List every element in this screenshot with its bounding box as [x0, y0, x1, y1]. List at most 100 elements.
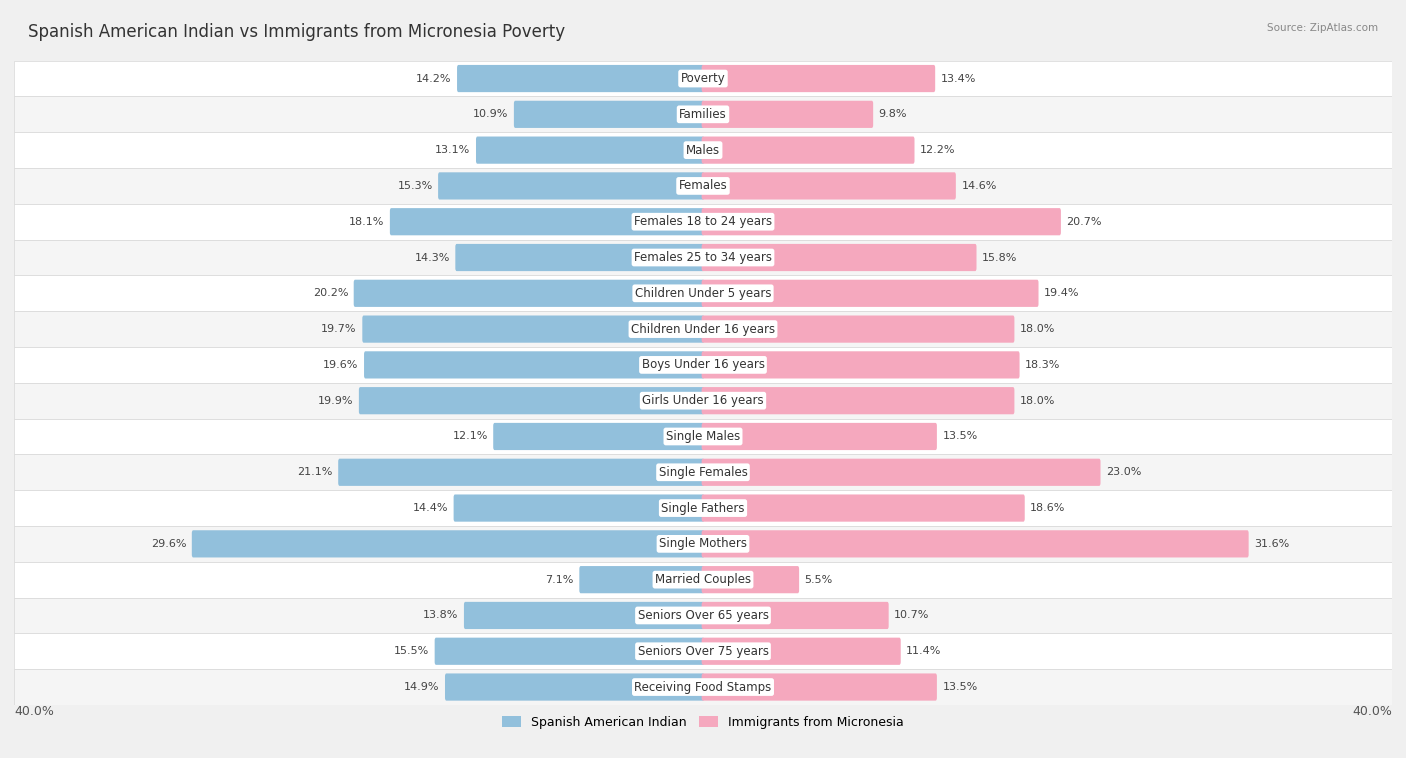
- Text: 13.4%: 13.4%: [941, 74, 976, 83]
- FancyBboxPatch shape: [702, 280, 1039, 307]
- Text: 10.9%: 10.9%: [472, 109, 509, 119]
- Bar: [14, 240, 1392, 275]
- Text: 19.7%: 19.7%: [322, 324, 357, 334]
- FancyBboxPatch shape: [702, 423, 936, 450]
- Text: 18.0%: 18.0%: [1019, 324, 1056, 334]
- Text: 31.6%: 31.6%: [1254, 539, 1289, 549]
- FancyBboxPatch shape: [702, 494, 1025, 522]
- Text: 13.8%: 13.8%: [423, 610, 458, 621]
- FancyBboxPatch shape: [702, 208, 1062, 235]
- Bar: [14, 61, 1392, 96]
- Text: 21.1%: 21.1%: [297, 467, 333, 478]
- Bar: [14, 204, 1392, 240]
- FancyBboxPatch shape: [702, 566, 799, 594]
- Text: Boys Under 16 years: Boys Under 16 years: [641, 359, 765, 371]
- Bar: [14, 275, 1392, 312]
- FancyBboxPatch shape: [456, 244, 704, 271]
- Text: 20.2%: 20.2%: [312, 288, 349, 299]
- Bar: [14, 418, 1392, 454]
- Text: Children Under 16 years: Children Under 16 years: [631, 323, 775, 336]
- Text: Families: Families: [679, 108, 727, 121]
- FancyBboxPatch shape: [513, 101, 704, 128]
- FancyBboxPatch shape: [364, 351, 704, 378]
- Bar: [14, 490, 1392, 526]
- Text: 18.0%: 18.0%: [1019, 396, 1056, 406]
- Text: Married Couples: Married Couples: [655, 573, 751, 586]
- Bar: [14, 312, 1392, 347]
- FancyBboxPatch shape: [434, 637, 704, 665]
- FancyBboxPatch shape: [454, 494, 704, 522]
- FancyBboxPatch shape: [702, 531, 1249, 557]
- Text: 20.7%: 20.7%: [1066, 217, 1102, 227]
- FancyBboxPatch shape: [191, 531, 704, 557]
- FancyBboxPatch shape: [702, 673, 936, 700]
- Text: 14.2%: 14.2%: [416, 74, 451, 83]
- FancyBboxPatch shape: [389, 208, 704, 235]
- Text: 14.6%: 14.6%: [962, 181, 997, 191]
- Bar: [14, 347, 1392, 383]
- Text: 12.1%: 12.1%: [453, 431, 488, 441]
- Bar: [14, 597, 1392, 634]
- Bar: [14, 526, 1392, 562]
- Bar: [14, 168, 1392, 204]
- Text: 13.5%: 13.5%: [942, 431, 977, 441]
- FancyBboxPatch shape: [702, 65, 935, 92]
- Text: 18.3%: 18.3%: [1025, 360, 1060, 370]
- Text: Receiving Food Stamps: Receiving Food Stamps: [634, 681, 772, 694]
- Text: 19.6%: 19.6%: [323, 360, 359, 370]
- FancyBboxPatch shape: [354, 280, 704, 307]
- FancyBboxPatch shape: [702, 387, 1014, 415]
- Text: 19.4%: 19.4%: [1045, 288, 1080, 299]
- Text: Females 25 to 34 years: Females 25 to 34 years: [634, 251, 772, 264]
- Text: 11.4%: 11.4%: [907, 647, 942, 656]
- FancyBboxPatch shape: [702, 315, 1014, 343]
- FancyBboxPatch shape: [363, 315, 704, 343]
- FancyBboxPatch shape: [702, 637, 901, 665]
- Text: 15.8%: 15.8%: [981, 252, 1018, 262]
- Text: Seniors Over 75 years: Seniors Over 75 years: [637, 645, 769, 658]
- Text: Females: Females: [679, 180, 727, 193]
- Text: 40.0%: 40.0%: [14, 705, 53, 718]
- FancyBboxPatch shape: [579, 566, 704, 594]
- FancyBboxPatch shape: [444, 673, 704, 700]
- Text: 40.0%: 40.0%: [1353, 705, 1392, 718]
- Text: 15.5%: 15.5%: [394, 647, 429, 656]
- Text: 18.6%: 18.6%: [1031, 503, 1066, 513]
- FancyBboxPatch shape: [439, 172, 704, 199]
- Text: 13.5%: 13.5%: [942, 682, 977, 692]
- Text: 10.7%: 10.7%: [894, 610, 929, 621]
- Text: Seniors Over 65 years: Seniors Over 65 years: [637, 609, 769, 622]
- FancyBboxPatch shape: [702, 136, 914, 164]
- Text: Single Males: Single Males: [666, 430, 740, 443]
- FancyBboxPatch shape: [457, 65, 704, 92]
- Text: 12.2%: 12.2%: [920, 145, 956, 155]
- FancyBboxPatch shape: [702, 101, 873, 128]
- Text: 15.3%: 15.3%: [398, 181, 433, 191]
- Text: 13.1%: 13.1%: [436, 145, 471, 155]
- Text: 5.5%: 5.5%: [804, 575, 832, 584]
- Bar: [14, 383, 1392, 418]
- Text: Girls Under 16 years: Girls Under 16 years: [643, 394, 763, 407]
- Bar: [14, 132, 1392, 168]
- FancyBboxPatch shape: [702, 602, 889, 629]
- Bar: [14, 669, 1392, 705]
- Text: 14.4%: 14.4%: [412, 503, 449, 513]
- Text: 23.0%: 23.0%: [1107, 467, 1142, 478]
- Text: 18.1%: 18.1%: [349, 217, 384, 227]
- Text: Single Mothers: Single Mothers: [659, 537, 747, 550]
- FancyBboxPatch shape: [702, 351, 1019, 378]
- Bar: [14, 634, 1392, 669]
- Text: Single Fathers: Single Fathers: [661, 502, 745, 515]
- FancyBboxPatch shape: [702, 244, 977, 271]
- Bar: [14, 96, 1392, 132]
- FancyBboxPatch shape: [339, 459, 704, 486]
- FancyBboxPatch shape: [494, 423, 704, 450]
- FancyBboxPatch shape: [702, 172, 956, 199]
- FancyBboxPatch shape: [359, 387, 704, 415]
- Text: Spanish American Indian vs Immigrants from Micronesia Poverty: Spanish American Indian vs Immigrants fr…: [28, 23, 565, 41]
- Text: 7.1%: 7.1%: [546, 575, 574, 584]
- FancyBboxPatch shape: [702, 459, 1101, 486]
- Bar: [14, 562, 1392, 597]
- Text: 14.9%: 14.9%: [404, 682, 440, 692]
- Text: 14.3%: 14.3%: [415, 252, 450, 262]
